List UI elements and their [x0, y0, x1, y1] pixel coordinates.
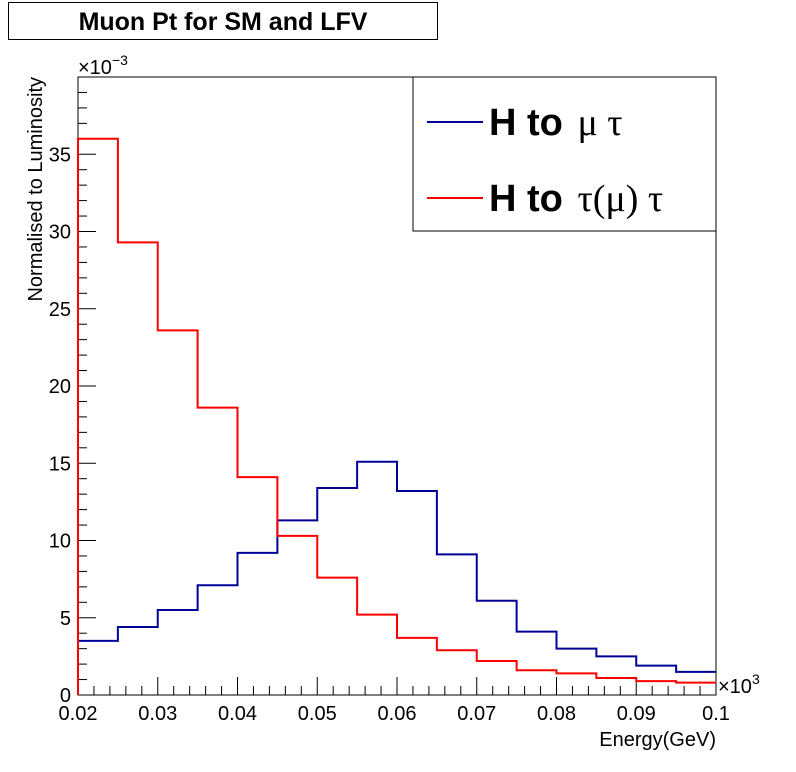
y-tick-label: 5 — [60, 608, 71, 630]
y-tick-label: 0 — [60, 685, 71, 707]
y-tick-label: 10 — [49, 531, 71, 553]
x-tick-label: 0.1 — [702, 703, 730, 725]
y-tick-label: 25 — [49, 299, 71, 321]
x-axis-title: Energy(GeV) — [599, 729, 716, 751]
x-tick-label: 0.03 — [138, 703, 177, 725]
y-multiplier: ×10−3 — [78, 52, 128, 79]
series-line-1 — [77, 460, 716, 695]
x-tick-label: 0.09 — [617, 703, 656, 725]
x-tick-label: 0.02 — [59, 703, 98, 725]
legend-box — [412, 76, 717, 232]
series-line-2 — [77, 137, 716, 695]
x-tick-label: 0.08 — [537, 703, 576, 725]
y-tick-label: 30 — [49, 222, 71, 244]
legend-greek-2: τ(μ) τ — [577, 178, 663, 220]
x-multiplier-exponent: 3 — [752, 671, 760, 687]
x-tick-label: 0.06 — [378, 703, 417, 725]
legend-greek-1: μ τ — [577, 102, 622, 144]
y-tick-label: 35 — [49, 144, 71, 166]
chart-title: Muon Pt for SM and LFV — [78, 8, 368, 36]
x-multiplier: ×103 — [718, 671, 760, 698]
chart-title-box: Muon Pt for SM and LFV — [8, 2, 438, 40]
legend-label-1: H to μ τ — [489, 102, 623, 144]
y-multiplier-exponent: −3 — [112, 52, 128, 68]
y-tick-label: 15 — [49, 453, 71, 475]
x-tick-label: 0.07 — [457, 703, 496, 725]
y-axis-title: Normalised to Luminosity — [25, 77, 47, 302]
x-tick-label: 0.04 — [218, 703, 257, 725]
x-tick-label: 0.05 — [298, 703, 337, 725]
y-tick-label: 20 — [49, 376, 71, 398]
